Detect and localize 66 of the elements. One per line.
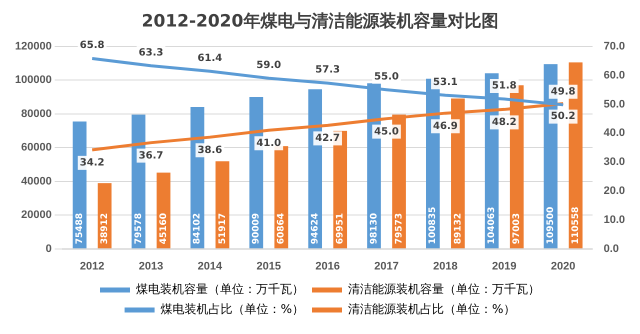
x-tick-label: 2020: [550, 260, 576, 272]
data-label: 38912: [100, 212, 110, 244]
y2-tick-label: 20.0: [604, 185, 626, 198]
data-label: 51917: [218, 212, 228, 244]
data-label: 48.2: [492, 117, 517, 128]
data-label: 41.0: [256, 138, 282, 149]
data-label: 94624: [310, 212, 320, 244]
x-tick-label: 2018: [433, 260, 458, 272]
y2-tick-label: 60.0: [604, 69, 626, 82]
y-tick-label: 0: [46, 242, 52, 255]
data-label: 59.0: [256, 60, 282, 71]
chart-title: 2012-2020年煤电与清洁能源装机容量对比图: [142, 12, 498, 32]
y2-tick-label: 50.0: [604, 98, 626, 110]
data-label: 75488: [74, 212, 85, 244]
y2-tick-label: 70.0: [604, 40, 626, 52]
data-label: 109500: [546, 206, 556, 244]
legend-label: 清洁能源装机容量（单位：万千瓦）: [348, 282, 540, 296]
data-label: 110558: [571, 206, 582, 244]
legend-label: 煤电装机占比（单位：%）: [160, 302, 304, 316]
y2-tick-label: 30.0: [604, 156, 626, 168]
x-tick-label: 2015: [256, 260, 282, 272]
data-label: 61.4: [198, 52, 222, 64]
data-label: 53.1: [433, 76, 458, 88]
data-label: 65.8: [80, 40, 105, 52]
y-tick-label: 60000: [21, 142, 52, 154]
x-tick-label: 2017: [374, 260, 399, 272]
data-label: 50.2: [550, 111, 576, 122]
data-label: 45160: [158, 212, 169, 244]
x-tick-label: 2013: [138, 260, 164, 272]
data-label: 79578: [134, 212, 144, 244]
y-tick-label: 100000: [14, 74, 52, 86]
data-label: 69951: [336, 212, 346, 244]
data-label: 36.7: [138, 150, 164, 162]
data-label: 79573: [394, 212, 404, 244]
y2-tick-label: 0.0: [604, 242, 619, 255]
x-tick-label: 2019: [492, 260, 517, 272]
data-label: 98130: [369, 212, 380, 244]
data-label: 97003: [512, 212, 522, 244]
data-label: 49.8: [550, 86, 576, 98]
data-label: 60864: [276, 212, 287, 244]
data-label: 100835: [428, 206, 438, 244]
data-label: 57.3: [315, 64, 340, 76]
data-label: 46.9: [433, 120, 458, 132]
y2-tick-label: 10.0: [604, 214, 626, 226]
y-tick-label: 80000: [21, 108, 52, 120]
bar: [216, 161, 230, 248]
x-tick-label: 2016: [315, 260, 340, 272]
data-label: 84102: [192, 212, 203, 244]
y-tick-label: 40000: [21, 175, 52, 188]
data-label: 90009: [252, 212, 262, 244]
data-label: 55.0: [374, 71, 399, 82]
y-tick-label: 120000: [14, 40, 52, 52]
y-tick-label: 20000: [21, 209, 52, 222]
data-label: 51.8: [492, 80, 517, 92]
y2-tick-label: 40.0: [604, 127, 626, 140]
data-label: 42.7: [315, 132, 340, 144]
legend-label: 煤电装机容量（单位：万千瓦）: [136, 282, 304, 296]
data-label: 45.0: [374, 126, 399, 138]
data-label: 34.2: [80, 158, 105, 169]
x-tick-label: 2012: [80, 260, 104, 272]
x-tick-label: 2014: [198, 260, 224, 272]
legend-label: 清洁能源装机占比（单位：%）: [348, 302, 516, 316]
data-label: 104063: [487, 206, 498, 244]
data-label: 89132: [453, 212, 464, 244]
data-label: 63.3: [138, 47, 164, 58]
data-label: 38.6: [198, 144, 222, 156]
